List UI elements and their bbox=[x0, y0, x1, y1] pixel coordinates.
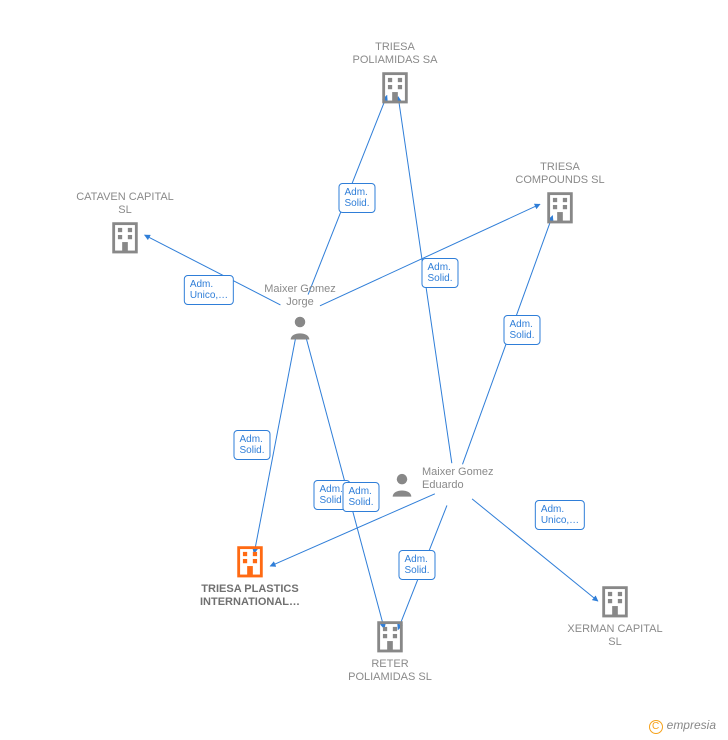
node-label: CATAVEN CAPITAL SL bbox=[75, 191, 175, 217]
building-icon bbox=[345, 71, 445, 105]
edge-label: Adm. Unico,… bbox=[535, 500, 585, 530]
building-icon bbox=[340, 620, 440, 654]
edge-label: Adm. Solid. bbox=[503, 315, 540, 345]
company-node[interactable]: CATAVEN CAPITAL SL bbox=[75, 191, 175, 259]
node-label: Maixer Gomez Jorge bbox=[250, 283, 350, 309]
edge-label: Adm. Solid. bbox=[421, 258, 458, 288]
node-label: TRIESA POLIAMIDAS SA bbox=[345, 41, 445, 67]
company-node[interactable]: TRIESA COMPOUNDS SL bbox=[510, 161, 610, 229]
edge-label: Adm. Solid. bbox=[233, 430, 270, 460]
watermark-text: empresia bbox=[667, 718, 716, 732]
company-node[interactable]: TRIESA POLIAMIDAS SA bbox=[345, 41, 445, 109]
person-icon bbox=[250, 313, 350, 343]
person-node[interactable]: Maixer Gomez Eduardo bbox=[388, 466, 522, 504]
building-icon bbox=[75, 221, 175, 255]
person-icon bbox=[388, 470, 416, 500]
company-node[interactable]: XERMAN CAPITAL SL bbox=[565, 581, 665, 649]
company-node[interactable]: RETER POLIAMIDAS SL bbox=[340, 616, 440, 684]
node-label: XERMAN CAPITAL SL bbox=[565, 623, 665, 649]
network-canvas: TRIESA POLIAMIDAS SA TRIESA COMPOUNDS SL C… bbox=[0, 0, 728, 740]
building-icon bbox=[200, 545, 300, 579]
edge-line bbox=[320, 204, 540, 306]
edge-label: Adm. Solid. bbox=[338, 183, 375, 213]
edge-label: Adm. Solid. bbox=[342, 482, 379, 512]
watermark: Cempresia bbox=[649, 718, 716, 734]
edge-label: Adm. Solid. bbox=[398, 550, 435, 580]
copyright-icon: C bbox=[649, 720, 663, 734]
building-icon bbox=[565, 585, 665, 619]
node-label: TRIESA COMPOUNDS SL bbox=[510, 161, 610, 187]
building-icon bbox=[510, 191, 610, 225]
person-node[interactable]: Maixer Gomez Jorge bbox=[250, 283, 350, 347]
company-node[interactable]: TRIESA PLASTICS INTERNATIONAL… bbox=[200, 541, 300, 609]
node-label: Maixer Gomez Eduardo bbox=[422, 466, 522, 492]
node-label: RETER POLIAMIDAS SL bbox=[340, 658, 440, 684]
edge-label: Adm. Unico,… bbox=[184, 275, 234, 305]
node-label: TRIESA PLASTICS INTERNATIONAL… bbox=[200, 583, 300, 609]
